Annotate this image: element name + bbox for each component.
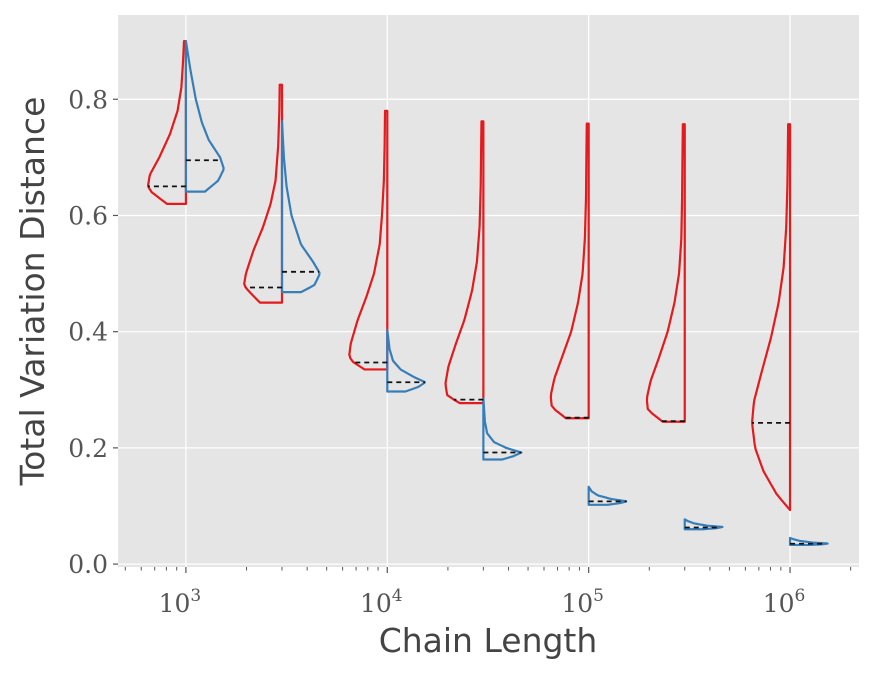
violin-right xyxy=(386,328,426,393)
x-tick-labels: 103 104 105 106 xyxy=(159,586,806,618)
y-tick-label: 0.0 xyxy=(68,550,108,579)
x-tick-label: 106 xyxy=(763,586,806,618)
violin-right xyxy=(788,536,829,547)
plot-background xyxy=(118,15,859,567)
violin-right xyxy=(184,40,225,193)
violin-left xyxy=(348,109,389,371)
violin-left xyxy=(243,83,284,304)
x-tick-label: 103 xyxy=(159,586,202,618)
violin-right xyxy=(683,518,724,531)
violin-right xyxy=(280,120,321,294)
violin-left xyxy=(751,123,792,512)
violin-left xyxy=(549,122,590,420)
violin-right xyxy=(482,397,523,461)
y-tick-label: 0.2 xyxy=(68,434,108,463)
violin-left xyxy=(645,123,686,423)
violin-left xyxy=(444,120,485,405)
y-axis-label: Total Variation Distance xyxy=(13,97,52,487)
x-axis-label: Chain Length xyxy=(379,621,598,660)
y-tick-label: 0.8 xyxy=(68,85,108,114)
x-tick-label: 104 xyxy=(360,586,403,618)
violin-left xyxy=(147,40,188,205)
median-lines xyxy=(147,159,827,545)
y-tick-label: 0.6 xyxy=(68,201,108,230)
y-tick-labels: 0.0 0.2 0.4 0.6 0.8 xyxy=(68,85,108,579)
axis-ticks xyxy=(113,98,852,573)
x-tick-label: 105 xyxy=(561,586,604,618)
y-tick-label: 0.4 xyxy=(68,318,108,347)
violin-series xyxy=(147,40,829,547)
